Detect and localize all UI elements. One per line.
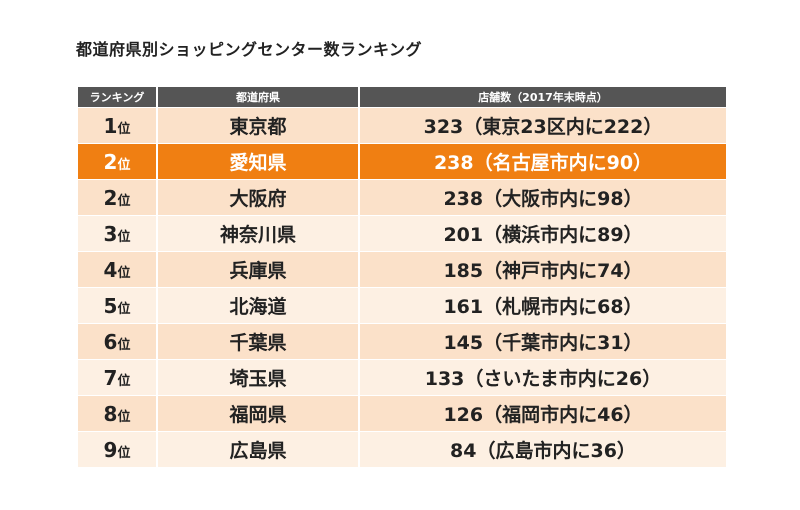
table-row: 2位 大阪府 238（大阪市内に98） [78,180,726,215]
rank-cell: 7位 [78,360,156,395]
prefecture-cell: 神奈川県 [158,216,358,251]
rank-number: 5 [103,293,118,318]
rank-cell: 6位 [78,324,156,359]
store-count-cell: 185（神戸市内に74） [360,252,726,287]
rank-suffix: 位 [117,409,131,425]
rank-suffix: 位 [117,373,131,389]
prefecture-cell: 広島県 [158,432,358,467]
rank-suffix: 位 [117,229,131,245]
table-row: 2位 愛知県 238（名古屋市内に90） [78,144,726,179]
prefecture-cell: 兵庫県 [158,252,358,287]
rank-cell: 8位 [78,396,156,431]
rank-number: 6 [103,329,118,354]
prefecture-cell: 北海道 [158,288,358,323]
prefecture-cell: 埼玉県 [158,360,358,395]
rank-cell: 1位 [78,108,156,143]
table-row: 1位 東京都 323（東京23区内に222） [78,108,726,143]
store-count-cell: 323（東京23区内に222） [360,108,726,143]
rank-cell: 9位 [78,432,156,467]
rank-cell: 3位 [78,216,156,251]
store-count-cell: 145（千葉市内に31） [360,324,726,359]
rank-suffix: 位 [117,157,131,173]
rank-suffix: 位 [117,265,131,281]
table-row: 9位 広島県 84（広島市内に36） [78,432,726,467]
store-count-cell: 238（大阪市内に98） [360,180,726,215]
prefecture-cell: 福岡県 [158,396,358,431]
store-count-cell: 238（名古屋市内に90） [360,144,726,179]
rank-suffix: 位 [117,445,131,461]
table-row: 8位 福岡県 126（福岡市内に46） [78,396,726,431]
ranking-table: ランキング 都道府県 店舗数（2017年末時点） 1位 東京都 323（東京23区内… [76,86,728,468]
rank-number: 7 [103,365,118,390]
rank-cell: 2位 [78,144,156,179]
prefecture-cell: 大阪府 [158,180,358,215]
rank-suffix: 位 [117,301,131,317]
table-header-row: ランキング 都道府県 店舗数（2017年末時点） [78,87,726,107]
rank-number: 9 [103,437,118,462]
rank-suffix: 位 [117,193,131,209]
column-header-prefecture: 都道府県 [158,87,358,107]
store-count-cell: 84（広島市内に36） [360,432,726,467]
column-header-stores: 店舗数（2017年末時点） [360,87,726,107]
store-count-cell: 201（横浜市内に89） [360,216,726,251]
rank-cell: 2位 [78,180,156,215]
store-count-cell: 133（さいたま市内に26） [360,360,726,395]
store-count-cell: 161（札幌市内に68） [360,288,726,323]
table-row: 7位 埼玉県 133（さいたま市内に26） [78,360,726,395]
prefecture-cell: 千葉県 [158,324,358,359]
prefecture-cell: 愛知県 [158,144,358,179]
prefecture-cell: 東京都 [158,108,358,143]
rank-number: 2 [103,185,118,210]
table-row: 6位 千葉県 145（千葉市内に31） [78,324,726,359]
table-row: 3位 神奈川県 201（横浜市内に89） [78,216,726,251]
rank-suffix: 位 [117,121,131,137]
rank-cell: 5位 [78,288,156,323]
rank-number: 8 [103,401,118,426]
column-header-rank: ランキング [78,87,156,107]
rank-cell: 4位 [78,252,156,287]
table-row: 5位 北海道 161（札幌市内に68） [78,288,726,323]
rank-number: 3 [103,221,118,246]
chart-title: 都道府県別ショッピングセンター数ランキング [76,40,423,59]
rank-number: 2 [103,149,118,174]
table-row: 4位 兵庫県 185（神戸市内に74） [78,252,726,287]
rank-suffix: 位 [117,337,131,353]
rank-number: 4 [103,257,118,282]
rank-number: 1 [103,113,118,138]
store-count-cell: 126（福岡市内に46） [360,396,726,431]
table-body: 1位 東京都 323（東京23区内に222） 2位 愛知県 238（名古屋市内に90） 2位… [78,108,726,467]
